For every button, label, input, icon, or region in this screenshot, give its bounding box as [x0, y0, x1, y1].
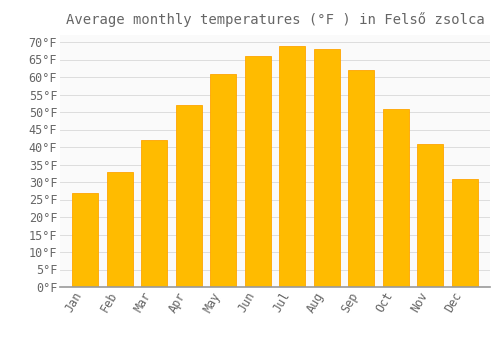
- Bar: [348, 70, 374, 287]
- Bar: [418, 144, 444, 287]
- Bar: [383, 108, 409, 287]
- Bar: [72, 193, 98, 287]
- Title: Average monthly temperatures (°F ) in Felső zsolca: Average monthly temperatures (°F ) in Fe…: [66, 12, 484, 27]
- Bar: [210, 74, 236, 287]
- Bar: [314, 49, 340, 287]
- Bar: [106, 172, 132, 287]
- Bar: [452, 178, 478, 287]
- Bar: [141, 140, 167, 287]
- Bar: [280, 46, 305, 287]
- Bar: [176, 105, 202, 287]
- Bar: [245, 56, 270, 287]
